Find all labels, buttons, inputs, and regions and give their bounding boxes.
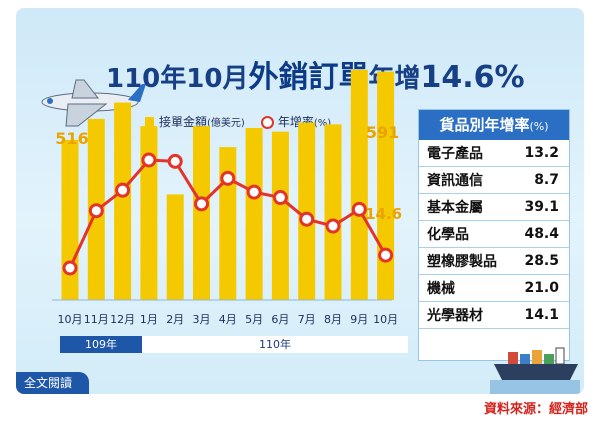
- growth-rate-point: [299, 211, 315, 227]
- year-group-110: 110年: [142, 336, 408, 353]
- table-row: 化學品 48.4: [419, 221, 569, 248]
- bar: [140, 126, 158, 300]
- x-tick-label: 8月: [324, 313, 342, 326]
- bar: [245, 128, 263, 300]
- bar: [350, 69, 368, 301]
- bar: [298, 122, 316, 300]
- x-tick-label: 7月: [298, 313, 316, 326]
- growth-rate-point: [194, 196, 209, 212]
- data-label: 516: [55, 129, 88, 148]
- growth-rate-point: [272, 190, 288, 206]
- bar: [324, 124, 342, 301]
- bar-legend-label: 接單金額: [159, 115, 208, 129]
- table-row: 電子產品 13.2: [419, 140, 569, 167]
- table-title: 貨品別年增率(%): [419, 110, 569, 140]
- product-growth-value: 39.1: [524, 199, 559, 215]
- line-legend-marker: [260, 116, 274, 129]
- growth-rate-point: [88, 203, 104, 219]
- growth-rate-point: [325, 218, 341, 234]
- x-tick-label: 4月: [219, 313, 237, 326]
- product-name: 化學品: [427, 227, 469, 243]
- table-row: 機械 21.0: [419, 275, 569, 302]
- bar: [166, 194, 184, 300]
- x-tick-label: 6月: [271, 313, 289, 326]
- x-tick-label: 2月: [166, 313, 184, 326]
- table-row: 塑橡膠製品 28.5: [419, 248, 569, 275]
- x-tick-label: 10月: [58, 313, 83, 326]
- growth-rate-point: [141, 152, 157, 168]
- x-tick-label: 9月: [350, 313, 368, 326]
- product-name: 資訊通信: [427, 173, 483, 189]
- bar: [193, 126, 210, 300]
- table-row: 基本金屬 39.1: [419, 194, 569, 221]
- table-row: 光學器材 14.1: [419, 302, 569, 329]
- product-name: 機械: [427, 281, 455, 297]
- year-group-109: 109年: [60, 336, 142, 353]
- table-title-unit: (%): [529, 120, 549, 133]
- table-rows: 電子產品 13.2 資訊通信 8.7 基本金屬 39.1 化學品 48.4 塑橡膠製品 28.5 機…: [419, 140, 569, 329]
- product-growth-value: 8.7: [534, 172, 559, 188]
- x-tick-label: 1月: [140, 313, 158, 326]
- growth-rate-point: [351, 201, 367, 217]
- growth-rate-point: [378, 247, 394, 263]
- product-name: 電子產品: [427, 146, 483, 162]
- read-full-article-button[interactable]: 全文閱讀: [16, 372, 89, 394]
- growth-rate-point: [246, 184, 262, 200]
- growth-rate-point: [220, 170, 236, 186]
- product-growth-table: 貨品別年增率(%) 電子產品 13.2 資訊通信 8.7 基本金屬 39.1 化學品 48.4…: [418, 109, 570, 361]
- cargo-ship-icon: [490, 347, 580, 394]
- data-source: 資料來源：經濟部: [483, 402, 588, 417]
- x-tick-label: 5月: [245, 313, 263, 326]
- x-tick-label: 3月: [193, 313, 211, 326]
- title-subject: 外銷訂單: [248, 60, 369, 95]
- page-title: 110年10月外銷訂單年增14.6%: [106, 52, 525, 96]
- product-growth-value: 48.4: [524, 226, 559, 242]
- bar-legend-unit: (億美元): [207, 118, 245, 129]
- data-label: 591: [366, 123, 399, 142]
- bar: [114, 102, 132, 300]
- product-name: 基本金屬: [427, 200, 483, 216]
- airplane-icon: [41, 79, 146, 127]
- product-growth-value: 13.2: [524, 145, 559, 161]
- table-row: 資訊通信 8.7: [419, 167, 569, 194]
- bar-legend-swatch: [145, 116, 154, 129]
- growth-rate-point: [167, 153, 183, 169]
- x-tick-label: 10月: [373, 313, 398, 326]
- product-growth-value: 21.0: [524, 280, 559, 296]
- product-name: 光學器材: [427, 308, 483, 324]
- line-legend-unit: (%): [313, 118, 332, 129]
- product-growth-value: 14.1: [524, 307, 559, 323]
- year-group-bar: 109年 110年: [60, 336, 408, 353]
- product-growth-value: 28.5: [524, 253, 559, 269]
- bar: [377, 71, 395, 300]
- bar: [61, 139, 79, 300]
- table-title-text: 貨品別年增率: [439, 116, 530, 134]
- bar: [219, 147, 237, 300]
- x-tick-label: 12月: [110, 313, 135, 326]
- title-growth-value: 14.6%: [420, 60, 525, 95]
- bar: [271, 131, 289, 300]
- title-date: 110年10月: [106, 64, 249, 94]
- growth-rate-point: [115, 182, 131, 198]
- x-tick-label: 11月: [84, 313, 109, 326]
- data-label: 14.6: [365, 205, 402, 223]
- product-name: 塑橡膠製品: [427, 254, 497, 270]
- growth-rate-point: [62, 260, 78, 276]
